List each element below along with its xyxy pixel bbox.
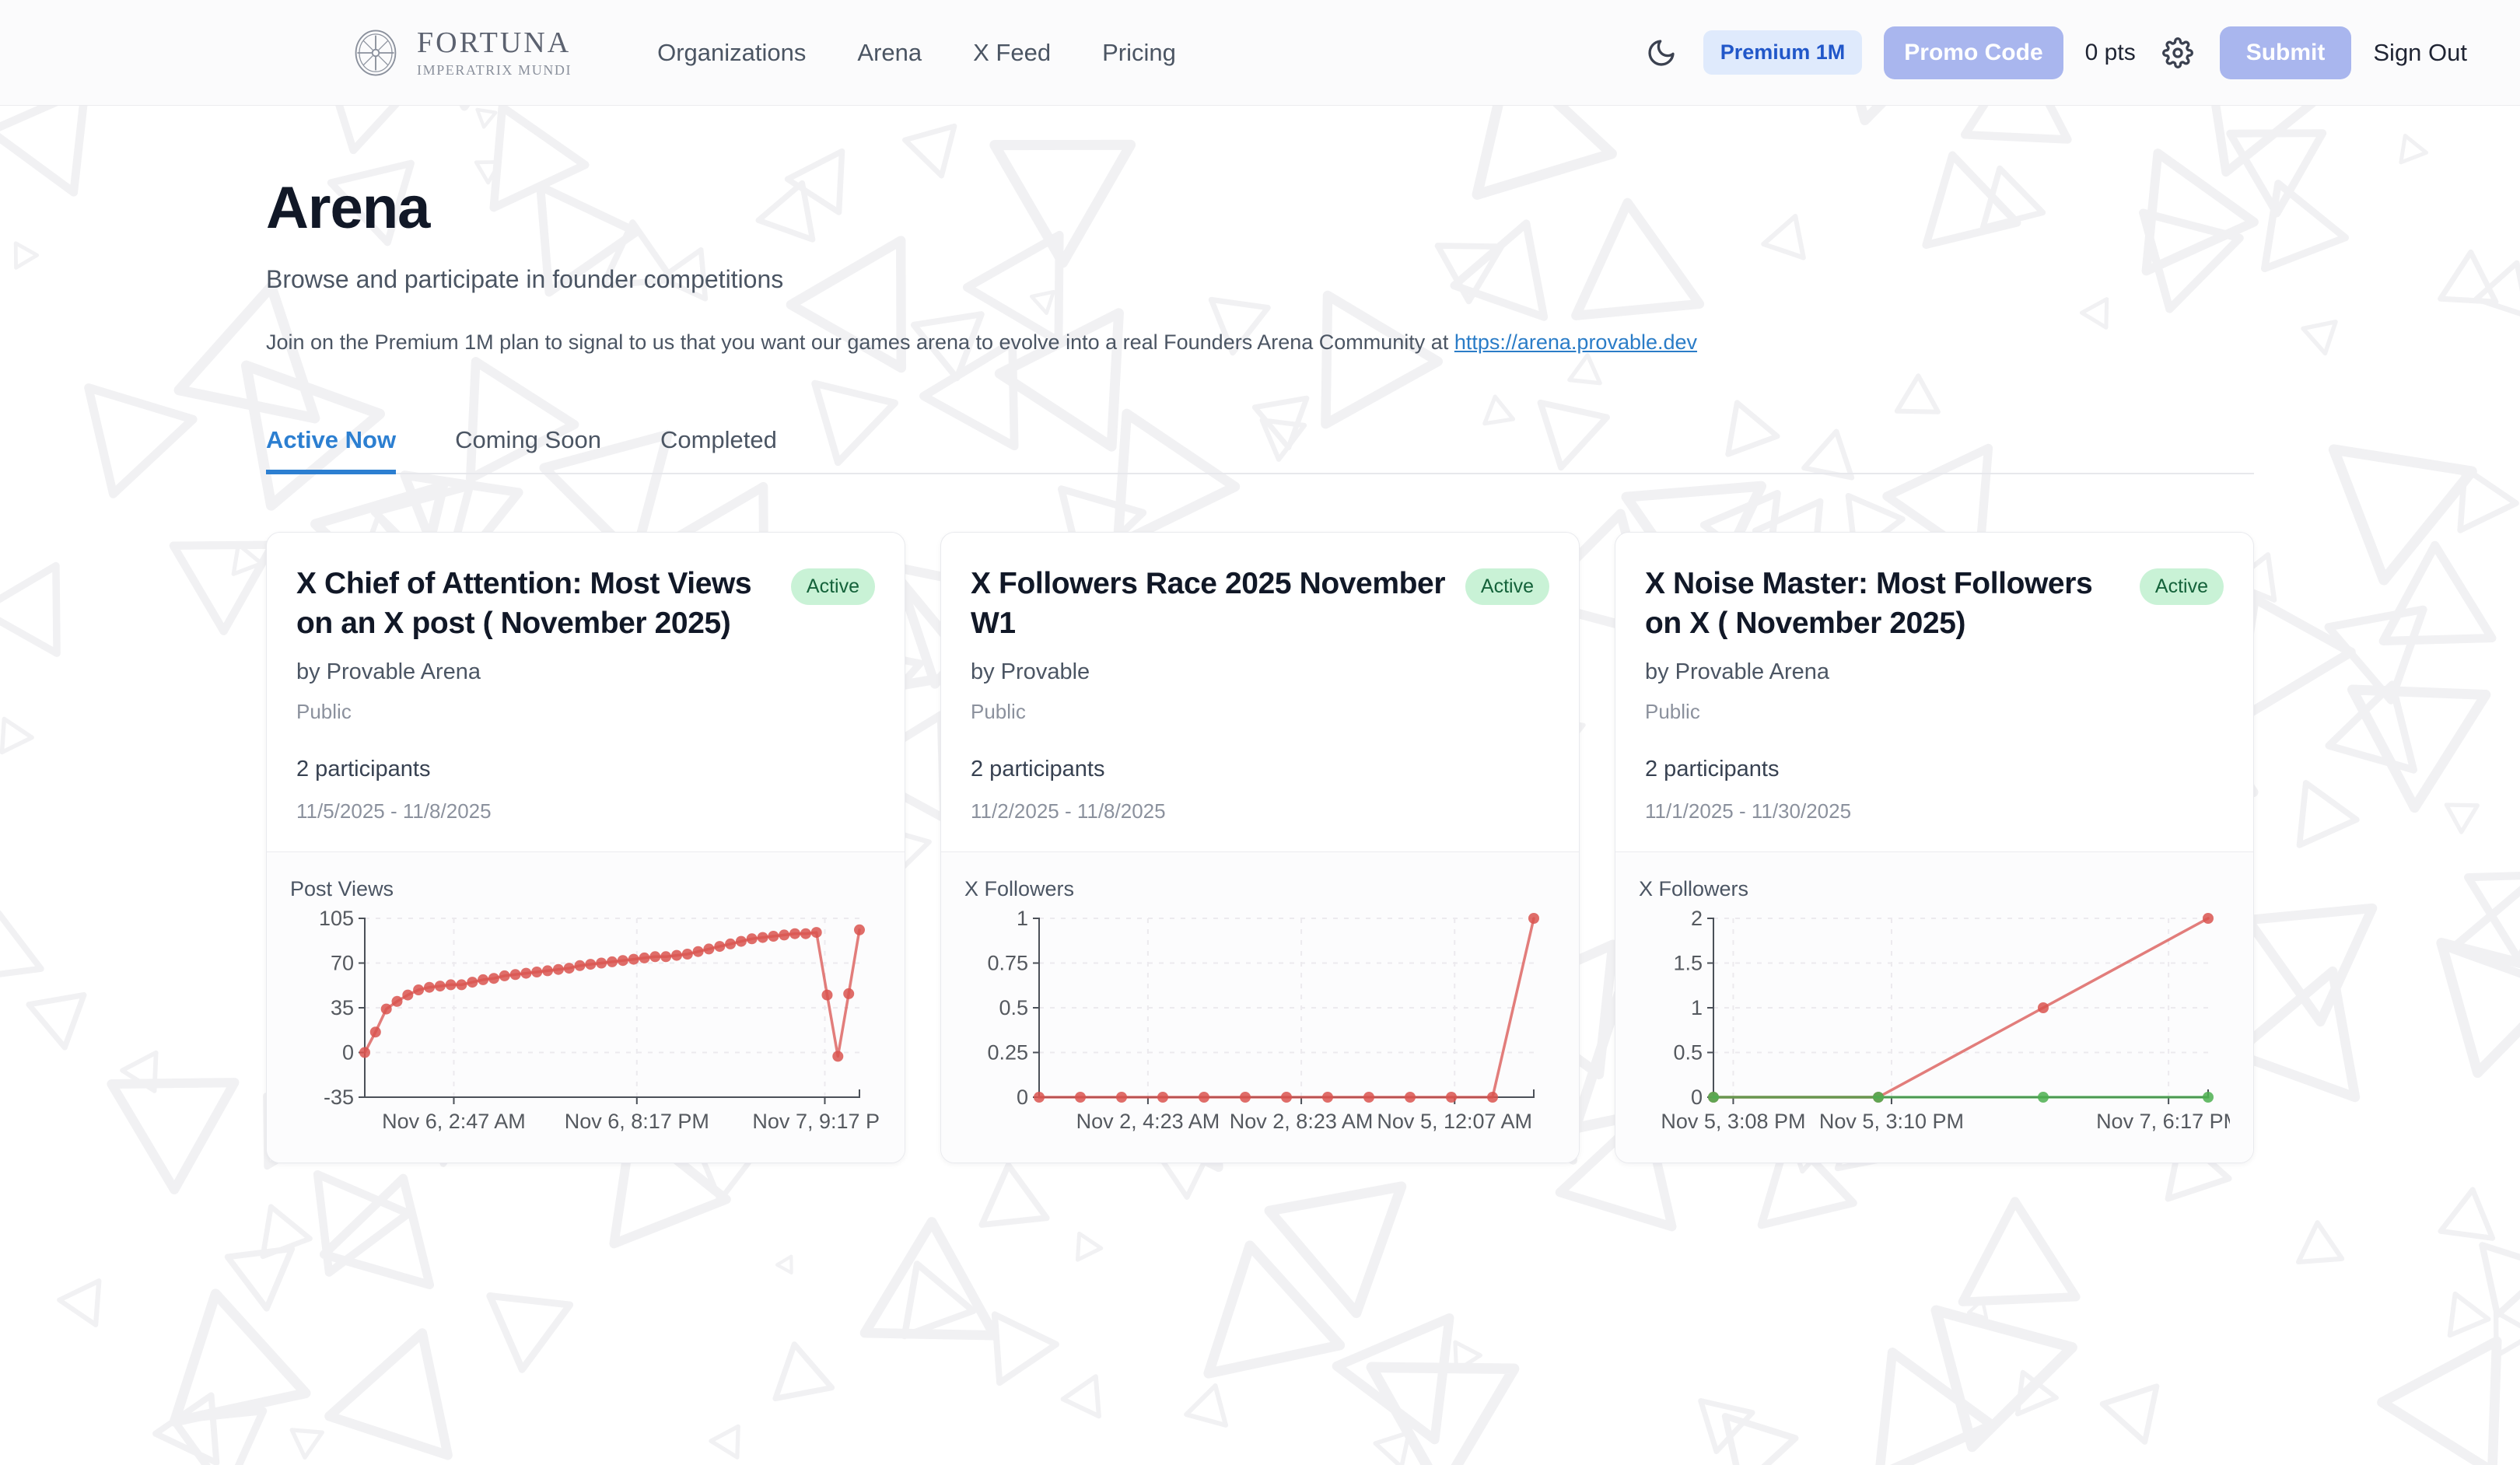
card-header: X Followers Race 2025 November W1 Active [971,564,1549,644]
page-title: Arena [266,175,430,241]
svg-text:Nov 7, 6:17 PM: Nov 7, 6:17 PM [2096,1110,2230,1133]
arena-community-link[interactable]: https://arena.provable.dev [1454,330,1698,354]
card-chart-section: X Followers 0 0.5 1 1.5 2 Nov 5, 3:08 PM Nov 5… [1615,851,2253,1163]
points-display: 0 pts [2084,39,2136,65]
line-chart: -35 0 35 70 105 Nov 6, 2:47 AM Nov 6, 8:17 PM N… [319,907,881,1133]
card-participants: 2 participants [971,756,1105,781]
svg-text:Nov 2, 8:23 AM: Nov 2, 8:23 AM [1230,1110,1374,1133]
svg-text:Nov 5, 3:08 PM: Nov 5, 3:08 PM [1661,1110,1805,1133]
promo-code-button[interactable]: Promo Code [1884,26,2063,79]
brand-logo[interactable]: FORTUNA IMPERATRIX MUNDI [352,28,572,77]
moon-icon [1648,39,1675,66]
svg-text:Nov 6, 2:47 AM: Nov 6, 2:47 AM [382,1110,526,1133]
status-badge: Active [790,568,875,605]
page-note-text: Join on the Premium 1M plan to signal to… [266,330,1454,354]
svg-text:35: 35 [331,996,354,1019]
card-body: X Chief of Attention: Most Views on an X… [267,533,905,851]
theme-toggle-button[interactable] [1641,33,1682,73]
premium-badge-button[interactable]: Premium 1M [1703,30,1863,75]
competition-card[interactable]: X Chief of Attention: Most Views on an X… [266,532,905,1163]
brand-subtitle: IMPERATRIX MUNDI [417,62,572,78]
page-note: Join on the Premium 1M plan to signal to… [266,330,2254,355]
nav-organizations[interactable]: Organizations [657,38,807,66]
card-date-range: 11/2/2025 - 11/8/2025 [971,799,1166,823]
arena-tabs: Active Now Coming Soon Completed [266,426,2254,474]
svg-text:70: 70 [331,951,354,974]
competition-card[interactable]: X Noise Master: Most Followers on X ( No… [1615,532,2254,1163]
card-chart-section: Post Views -35 0 35 70 105 Nov 6, 2:47 AM Nov … [267,851,905,1163]
competition-card[interactable]: X Followers Race 2025 November W1 Active… [940,532,1580,1163]
card-visibility: Public [1645,699,1700,723]
svg-text:-35: -35 [324,1086,354,1109]
card-owner: by Provable Arena [1645,659,1829,684]
chart-label: X Followers [964,876,1075,900]
tab-completed[interactable]: Completed [660,426,777,453]
svg-text:0.25: 0.25 [987,1040,1028,1064]
competition-card-grid: X Chief of Attention: Most Views on an X… [266,532,2254,1163]
line-chart: 0 0.25 0.5 0.75 1 Nov 2, 4:23 AM Nov 2, 8:23 A… [987,907,1539,1133]
card-body: X Noise Master: Most Followers on X ( No… [1615,533,2253,851]
card-header: X Noise Master: Most Followers on X ( No… [1645,564,2224,644]
page-content: Arena Browse and participate in founder … [0,174,2520,1163]
card-body: X Followers Race 2025 November W1 Active… [941,533,1579,851]
svg-text:0.5: 0.5 [1673,1040,1703,1064]
sign-out-link[interactable]: Sign Out [2373,38,2467,66]
svg-text:0: 0 [342,1040,354,1064]
card-title: X Followers Race 2025 November W1 [971,567,1446,641]
svg-text:Nov 5, 12:07 AM: Nov 5, 12:07 AM [1377,1110,1532,1133]
svg-text:1.5: 1.5 [1673,951,1703,974]
card-date-range: 11/1/2025 - 11/30/2025 [1645,799,1852,823]
brand-title: FORTUNA [417,26,572,59]
svg-text:0.5: 0.5 [999,996,1028,1019]
card-chart-section: X Followers 0 0.25 0.5 0.75 1 Nov 2, 4:23 AM N… [941,851,1579,1163]
header-actions: Premium 1M Promo Code 0 pts Submit Sign … [1641,26,2467,79]
submit-button[interactable]: Submit [2219,26,2352,79]
svg-text:1: 1 [1017,907,1028,930]
chart-label: Post Views [290,876,394,900]
tab-active-now[interactable]: Active Now [266,426,425,474]
card-participants: 2 participants [1645,756,1780,781]
status-badge: Active [1465,568,1549,605]
chart-label: X Followers [1639,876,1749,900]
card-participants: 2 participants [296,756,431,781]
card-title: X Chief of Attention: Most Views on an X… [296,567,752,641]
svg-text:Nov 5, 3:10 PM: Nov 5, 3:10 PM [1819,1110,1964,1133]
tab-coming-soon[interactable]: Coming Soon [455,426,601,453]
card-title: X Noise Master: Most Followers on X ( No… [1645,567,2093,641]
svg-text:0.75: 0.75 [987,951,1028,974]
svg-text:2: 2 [1691,907,1703,930]
card-owner: by Provable [971,659,1090,684]
nav-x-feed[interactable]: X Feed [973,38,1052,66]
svg-text:Nov 6, 8:17 PM: Nov 6, 8:17 PM [565,1110,709,1133]
page-subtitle: Browse and participate in founder compet… [266,265,784,293]
top-navigation-bar: FORTUNA IMPERATRIX MUNDI Organizations A… [0,0,2520,106]
fortuna-wheel-icon [355,30,397,75]
svg-text:Nov 2, 4:23 AM: Nov 2, 4:23 AM [1076,1110,1220,1133]
svg-text:0: 0 [1691,1086,1703,1109]
settings-button[interactable] [2158,33,2198,73]
svg-text:105: 105 [319,907,354,930]
svg-text:Nov 7, 9:17 PM: Nov 7, 9:17 PM [752,1110,881,1133]
status-badge: Active [2139,568,2224,605]
card-visibility: Public [971,699,1026,723]
card-header: X Chief of Attention: Most Views on an X… [296,564,875,644]
line-chart: 0 0.5 1 1.5 2 Nov 5, 3:08 PM Nov 5, 3:10 PM Nov… [1661,907,2230,1133]
card-owner: by Provable Arena [296,659,481,684]
primary-nav: Organizations Arena X Feed Pricing [657,39,1176,67]
svg-text:1: 1 [1691,996,1703,1019]
nav-arena[interactable]: Arena [857,38,922,66]
card-visibility: Public [296,699,352,723]
nav-pricing[interactable]: Pricing [1102,38,1176,66]
gear-icon [2161,37,2193,68]
svg-text:0: 0 [1017,1086,1028,1109]
card-date-range: 11/5/2025 - 11/8/2025 [296,799,492,823]
